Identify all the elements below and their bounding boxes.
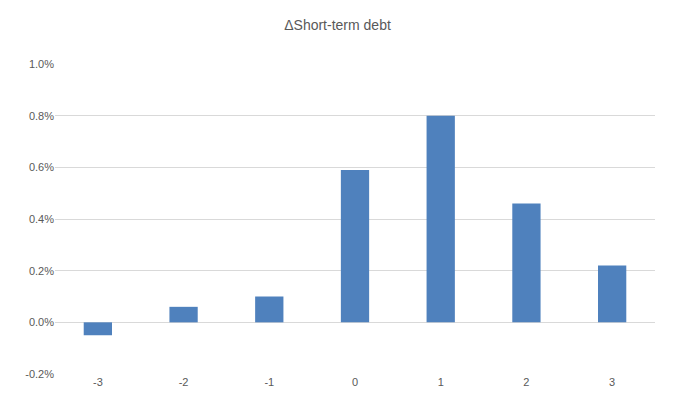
svg-text:-2: -2 [179, 376, 189, 388]
svg-text:ΔShort-term debt: ΔShort-term debt [284, 17, 391, 33]
svg-text:2: 2 [523, 376, 529, 388]
svg-text:0.2%: 0.2% [29, 265, 54, 277]
svg-text:-1: -1 [264, 376, 274, 388]
svg-text:0.0%: 0.0% [29, 316, 54, 328]
svg-text:0.8%: 0.8% [29, 110, 54, 122]
svg-text:-0.2%: -0.2% [25, 368, 54, 380]
svg-text:0: 0 [352, 376, 358, 388]
svg-text:0.4%: 0.4% [29, 213, 54, 225]
svg-text:1.0%: 1.0% [29, 58, 54, 70]
svg-text:3: 3 [609, 376, 615, 388]
svg-text:1: 1 [438, 376, 444, 388]
svg-text:-3: -3 [93, 376, 103, 388]
svg-text:0.6%: 0.6% [29, 161, 54, 173]
